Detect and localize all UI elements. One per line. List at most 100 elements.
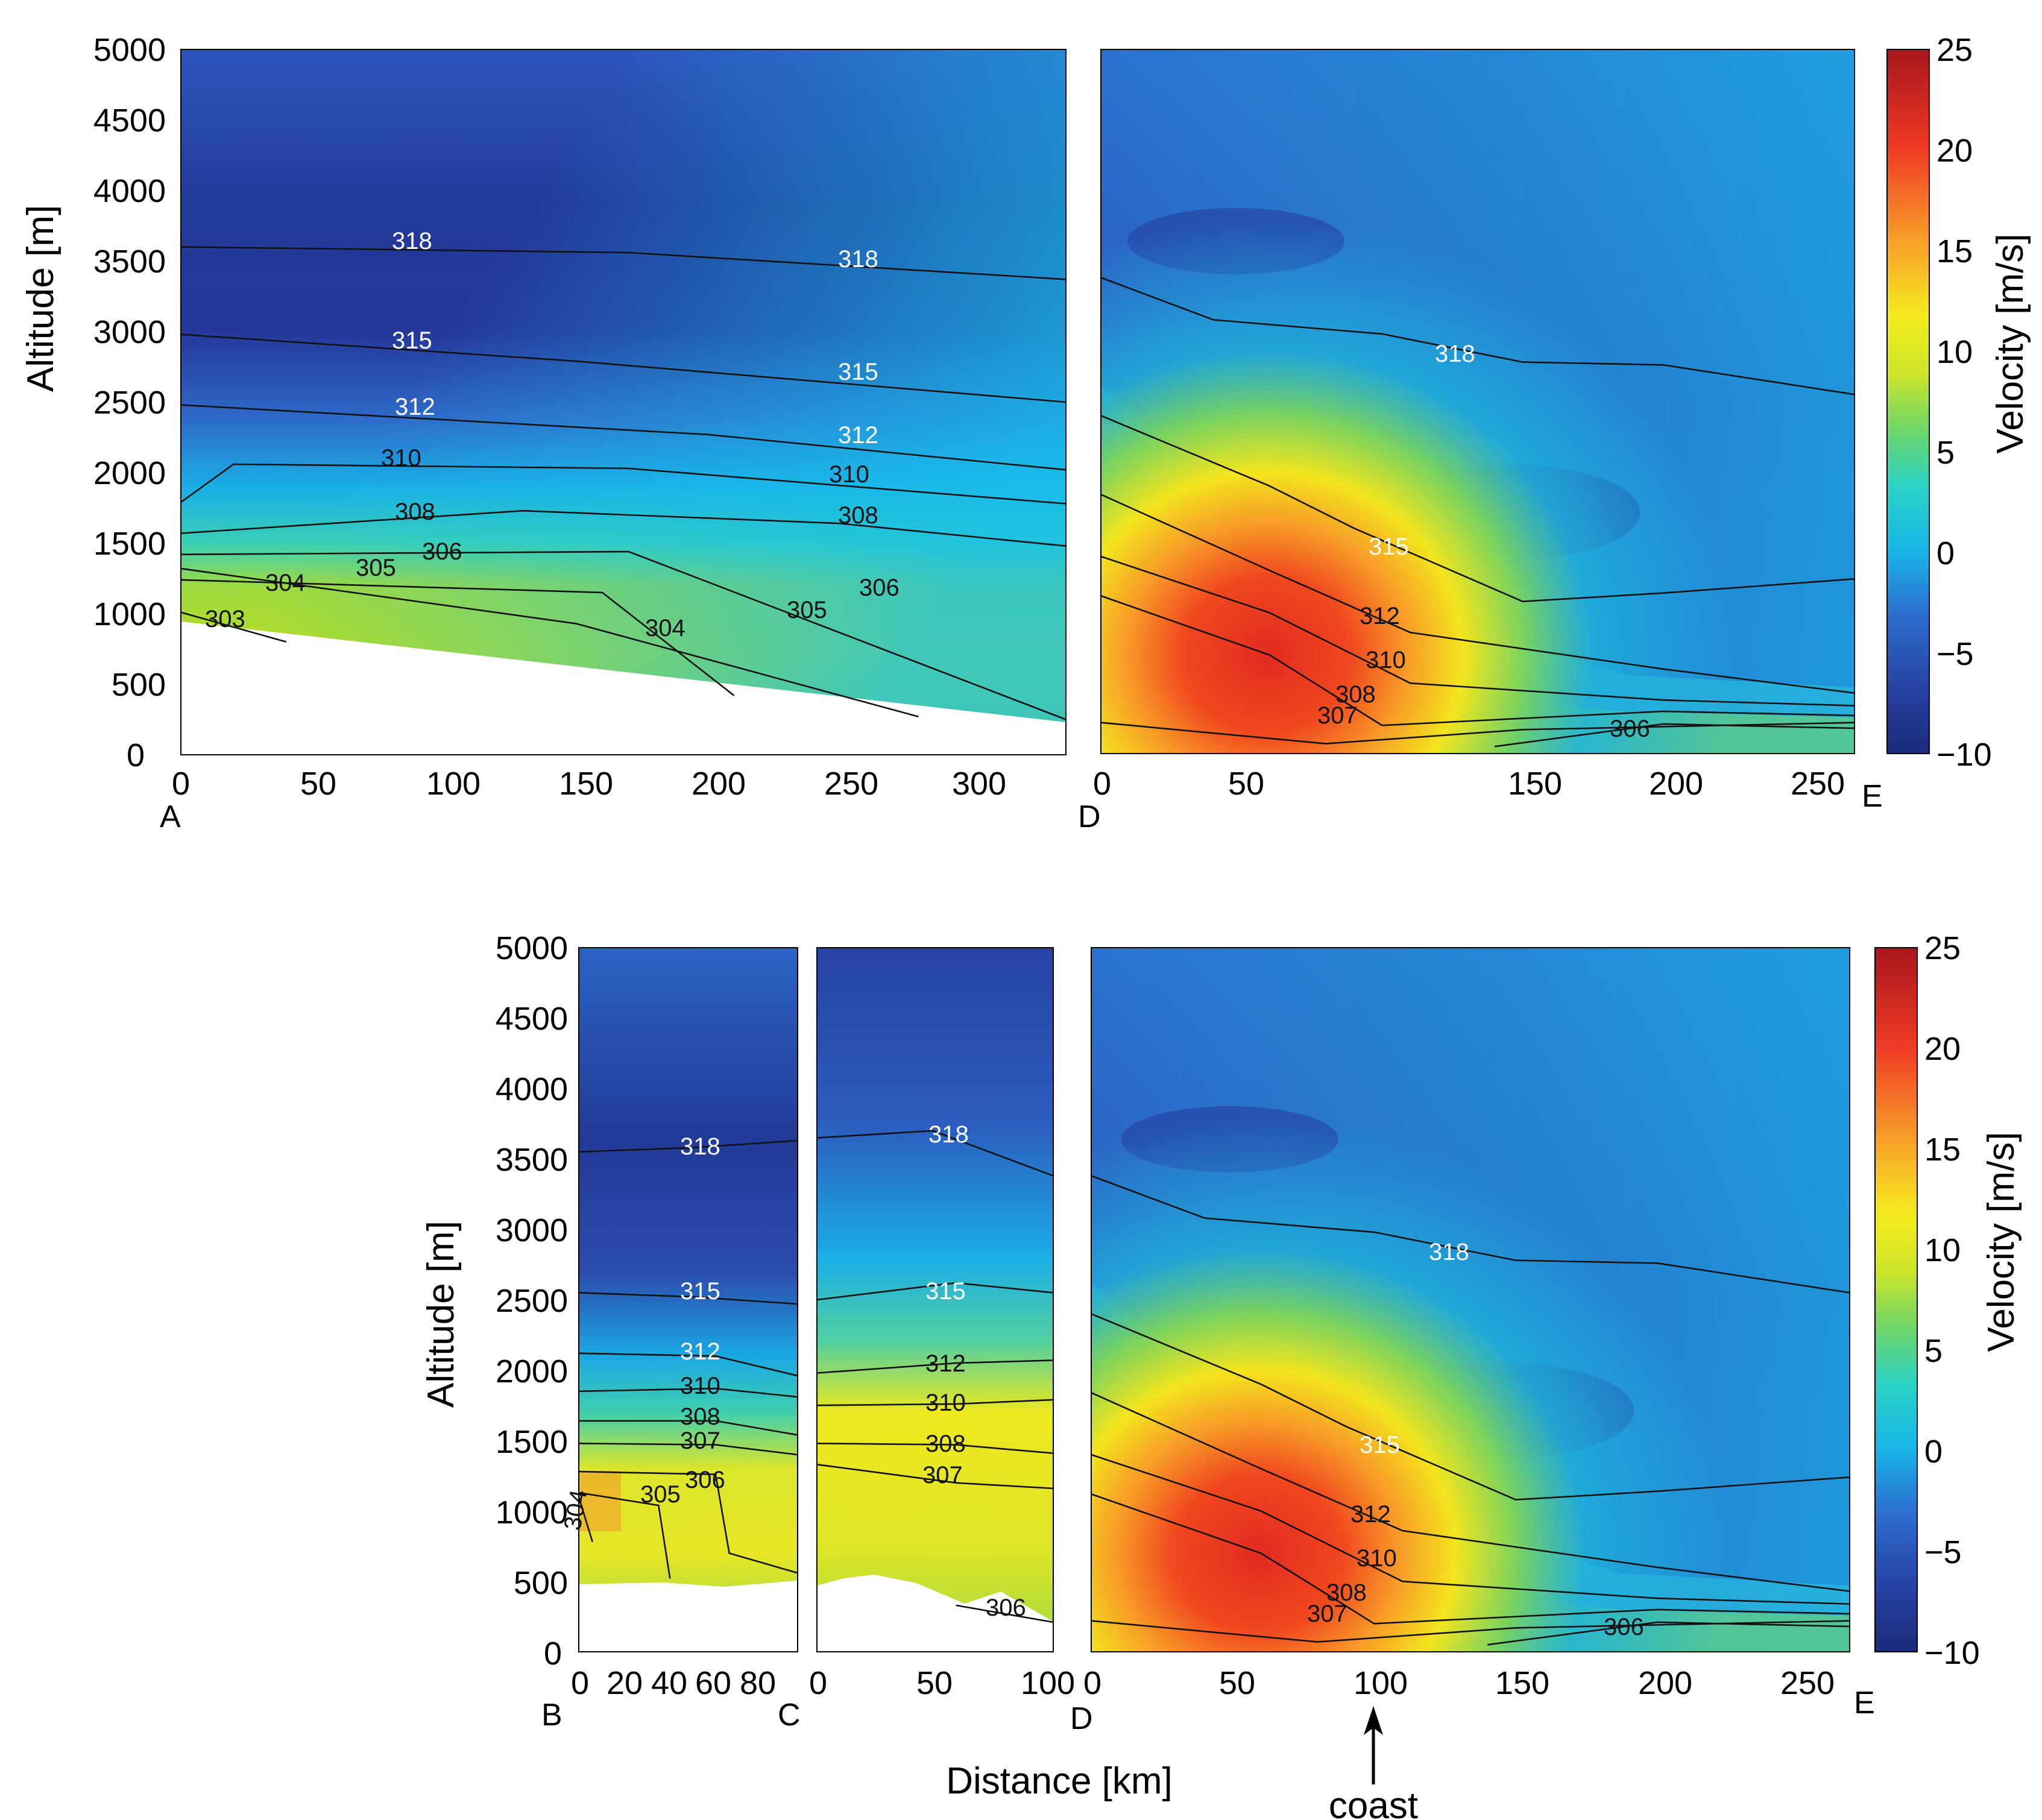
contour-label: 307: [1307, 1601, 1347, 1627]
contour-label: 318: [680, 1133, 720, 1160]
contour-line-306: [1494, 723, 1855, 748]
transect-point-d: D: [1078, 799, 1101, 834]
contour-label: 308: [1335, 681, 1376, 708]
contour-line-307: [1091, 1620, 1850, 1643]
colorbar-tick-label: −10: [1936, 737, 1992, 773]
contour-label: 310: [1357, 1545, 1397, 1572]
x-tick-label: 50: [300, 766, 336, 802]
contour-line-310: [816, 1399, 1054, 1406]
contour-label: 318: [392, 228, 432, 254]
contour-line-318: [180, 246, 1067, 280]
x-tick-label: 0: [809, 1665, 827, 1701]
colorbar-tick-label: 15: [1936, 233, 1973, 269]
contour-label: 318: [928, 1121, 969, 1148]
contour-label: 310: [1366, 647, 1406, 673]
panel-d-e-contour-labels: 318 315 312 310 308 307 306: [1317, 341, 1650, 742]
y-tick-label: 1000: [496, 1494, 568, 1531]
y-tick-label: 500: [514, 1565, 568, 1601]
contour-line-304: [578, 1496, 593, 1543]
x-tick-label: 100: [426, 766, 481, 802]
contour-label: 306: [1604, 1614, 1644, 1640]
x-tick-label: 50: [1228, 766, 1264, 802]
contour-label: 308: [1326, 1579, 1367, 1606]
panel-d-e-lower-x-ticks: 0 50 100 150 200 250: [1083, 1665, 1835, 1701]
panel-d-e-contours: [1100, 277, 1855, 748]
coast-label: coast: [1329, 1785, 1418, 1820]
panel-d-e: 318 315 312 310 308 307 306 0 50 150 200…: [1078, 49, 1883, 834]
colorbar-bottom-bar: [1874, 947, 1918, 1652]
contour-label: 318: [838, 246, 878, 272]
y-tick-label: 500: [112, 667, 166, 703]
contour-line-312: [578, 1352, 798, 1377]
contour-line-305: [578, 1491, 671, 1579]
contour-line-312: [1100, 494, 1855, 694]
contour-label: 315: [925, 1278, 966, 1305]
contour-label: 308: [395, 499, 435, 525]
contour-line-304: [180, 579, 735, 696]
colorbar-tick-label: 10: [1924, 1232, 1961, 1268]
y-tick-label: 4000: [93, 173, 166, 209]
transect-point-e: E: [1862, 779, 1883, 814]
y-tick-label: 2500: [496, 1283, 568, 1319]
x-tick-label: 50: [1219, 1665, 1255, 1701]
x-tick-label: 200: [1649, 766, 1703, 802]
panel-a-d-x-ticks: 0 50 100 150 200 250 300: [172, 766, 1006, 802]
x-tick-label: 0: [1083, 1665, 1101, 1701]
y-tick-label: 2500: [93, 385, 166, 421]
contour-line-306: [180, 550, 1067, 720]
contour-line-310: [1100, 555, 1855, 707]
x-tick-label: 60: [695, 1665, 731, 1701]
x-tick-label: 0: [571, 1665, 589, 1701]
panel-a-d-frame: [180, 49, 1067, 755]
contour-line-318: [1100, 277, 1855, 395]
x-tick-label: 20: [607, 1665, 643, 1701]
panel-c-d-contour-labels: 318 315 312 310 308 307 306: [922, 1121, 1026, 1621]
x-tick-label: 250: [1780, 1665, 1835, 1701]
x-tick-label: 40: [651, 1665, 687, 1701]
y-axis-label: Altitude [m]: [20, 205, 61, 392]
transect-point-b: B: [541, 1698, 562, 1733]
contour-line-318: [578, 1139, 798, 1153]
panel-d-e-jet: [1101, 49, 1855, 754]
colorbar-tick-label: 15: [1924, 1132, 1961, 1168]
x-tick-label: 50: [916, 1665, 953, 1701]
colorbar-tick-label: 0: [1924, 1434, 1943, 1470]
contour-line-307: [578, 1443, 798, 1456]
panel-c-d-frame: [816, 947, 1054, 1652]
transect-point-d-lower: D: [1070, 1701, 1093, 1736]
x-tick-label: 200: [1638, 1665, 1692, 1701]
contour-line-310: [578, 1387, 798, 1398]
contour-label: 312: [680, 1338, 720, 1365]
y-tick-label: 0: [127, 737, 145, 773]
y-axis-label-bottom: Altitude [m]: [420, 1221, 462, 1408]
colorbar-top-bar: [1886, 49, 1930, 754]
contour-line-306: [1487, 1621, 1850, 1646]
colorbar-tick-label: −5: [1924, 1534, 1962, 1570]
panel-d-e-lower-jet: [1091, 948, 1850, 1652]
contour-line-315: [1091, 1313, 1850, 1501]
x-tick-label: 200: [692, 766, 746, 802]
y-tick-label: 3500: [93, 244, 166, 280]
contour-label: 312: [1350, 1501, 1391, 1528]
contour-label: 312: [1360, 603, 1400, 629]
panel-c-d-contours: [816, 1130, 1054, 1623]
contour-line-308: [1091, 1493, 1850, 1625]
y-tick-label: 3000: [496, 1212, 568, 1248]
contour-line-310: [1091, 1453, 1850, 1605]
contour-line-312: [816, 1359, 1054, 1374]
contour-label: 308: [838, 502, 878, 529]
y-tick-label: 3000: [93, 314, 166, 350]
colorbar-tick-label: 20: [1936, 133, 1973, 169]
y-tick-label: 1500: [496, 1424, 568, 1460]
panel-b-c-frame: [578, 947, 798, 1652]
y-tick-label: 4500: [496, 1001, 568, 1037]
panel-d-e-lower-contour-labels: 318 315 312 310 308 307 306: [1307, 1239, 1644, 1640]
contour-line-305: [180, 567, 919, 718]
contour-label: 310: [381, 445, 421, 471]
contour-label: 304: [645, 615, 685, 641]
panel-b-c-y-ticks: 5000 4500 4000 3500 3000 2500 2000 1500 …: [496, 930, 568, 1672]
x-tick-label: 80: [740, 1665, 776, 1701]
x-tick-label: 300: [952, 766, 1006, 802]
contour-label: 307: [680, 1428, 720, 1454]
transect-point-c: C: [778, 1698, 801, 1733]
